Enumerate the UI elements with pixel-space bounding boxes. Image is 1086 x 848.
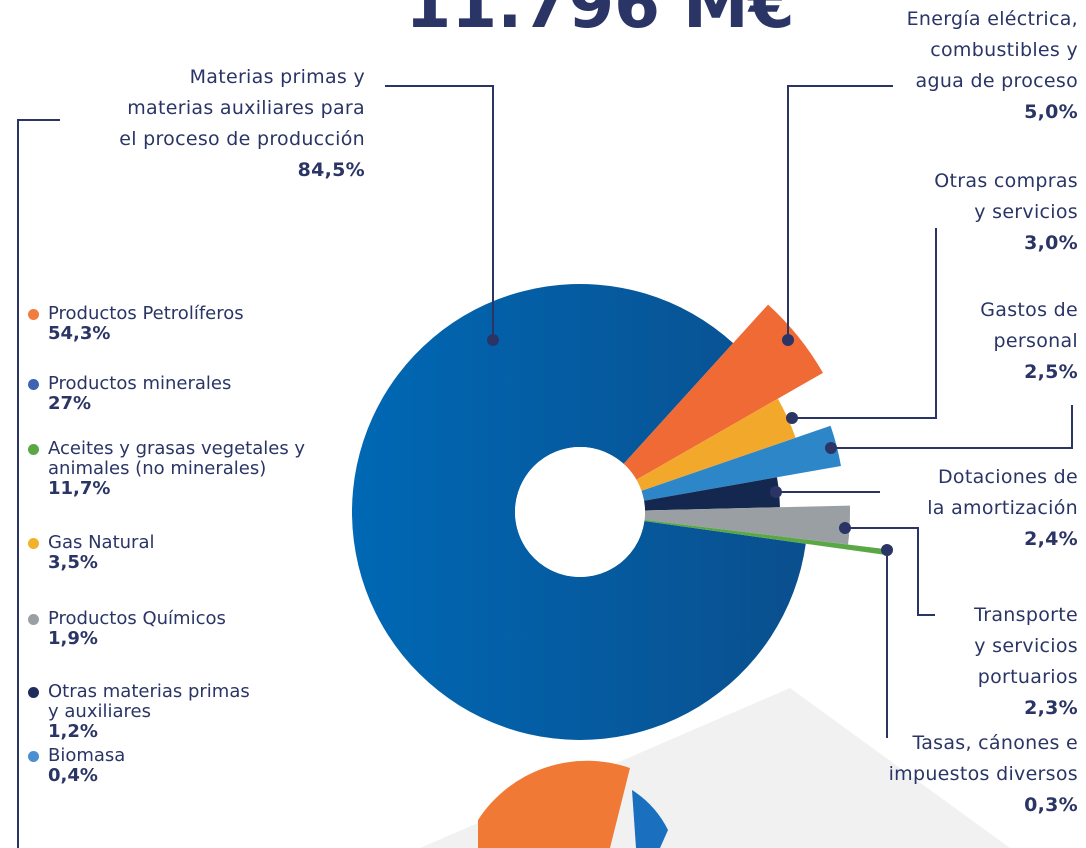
slice-label: Gastos de personal 2,5%: [953, 295, 1078, 388]
pie-slice: [623, 304, 823, 480]
slice-name: Gastos de personal: [980, 299, 1078, 352]
pie-slice: [351, 284, 806, 741]
slice-value-label: 84,5%: [297, 159, 365, 181]
chart-title: 11.796 M€: [405, 0, 795, 43]
legend-name: Biomasa: [48, 745, 126, 766]
slice-label: Tasas, cánones e impuestos diversos 0,3%: [843, 728, 1078, 821]
pie: [351, 284, 888, 741]
legend-dot: [28, 614, 39, 625]
pie-slice: [636, 398, 796, 491]
pie-slice: [644, 477, 780, 511]
legend-dot: [28, 379, 39, 390]
legend-name: Aceites y grasas vegetales y animales (n…: [48, 438, 306, 479]
slice-value-label: 2,4%: [1024, 528, 1078, 550]
legend-value: 3,5%: [48, 552, 98, 573]
legend-name: Productos minerales: [48, 373, 232, 394]
slice-value-label: 2,5%: [1024, 361, 1078, 383]
legend-item: Productos Petrolíferos 54,3%: [28, 304, 348, 344]
slice-name: Materias primas y materias auxiliares pa…: [119, 66, 365, 150]
legend-value: 27%: [48, 393, 92, 414]
decor-orange: [478, 760, 630, 848]
slice-value-label: 0,3%: [1024, 794, 1078, 816]
hole: [515, 447, 645, 577]
slice-name: Otras compras y servicios: [934, 170, 1078, 223]
legend-name: Otras materias primas y auxiliares: [48, 681, 250, 722]
legend-name: Productos Químicos: [48, 608, 226, 629]
pie-slice: [644, 519, 888, 556]
slice-value-label: 3,0%: [1024, 232, 1078, 254]
legend-item: Biomasa 0,4%: [28, 746, 348, 786]
slice-value-label: 2,3%: [1024, 697, 1078, 719]
legend-value: 11,7%: [48, 478, 111, 499]
legend-dot: [28, 751, 39, 762]
legend-name: Productos Petrolíferos: [48, 303, 244, 324]
legend-dot: [28, 538, 39, 549]
slice-label: Otras compras y servicios 3,0%: [898, 166, 1078, 259]
legend-name: Gas Natural: [48, 532, 155, 553]
decor-blue: [632, 790, 668, 848]
slice-label: Materias primas y materias auxiliares pa…: [65, 62, 365, 186]
pie-slice: [644, 505, 850, 545]
legend-value: 0,4%: [48, 765, 98, 786]
legend-item: Productos Químicos 1,9%: [28, 609, 348, 649]
slice-name: Energía eléctrica, combustibles y agua d…: [906, 8, 1078, 92]
slice-name: Transporte y servicios portuarios: [974, 604, 1078, 688]
legend-item: Productos minerales 27%: [28, 374, 348, 414]
slice-name: Dotaciones de la amortización: [927, 466, 1078, 519]
legend-item: Gas Natural 3,5%: [28, 533, 348, 573]
legend-item: Aceites y grasas vegetales y animales (n…: [28, 439, 348, 499]
legend-value: 1,9%: [48, 628, 98, 649]
legend-dot: [28, 687, 39, 698]
connectors: [17, 85, 1073, 848]
legend-dot: [28, 309, 39, 320]
slice-value-label: 5,0%: [1024, 101, 1078, 123]
legend-value: 54,3%: [48, 323, 111, 344]
legend-value: 1,2%: [48, 721, 98, 742]
connector-dots: [487, 334, 893, 556]
pie-slice: [641, 425, 841, 501]
slice-label: Transporte y servicios portuarios 2,3%: [928, 600, 1078, 724]
legend-item: Otras materias primas y auxiliares 1,2%: [28, 682, 348, 742]
slice-name: Tasas, cánones e impuestos diversos: [888, 732, 1078, 785]
slice-label: Dotaciones de la amortización 2,4%: [873, 462, 1078, 555]
slice-label: Energía eléctrica, combustibles y agua d…: [828, 4, 1078, 128]
legend-dot: [28, 444, 39, 455]
